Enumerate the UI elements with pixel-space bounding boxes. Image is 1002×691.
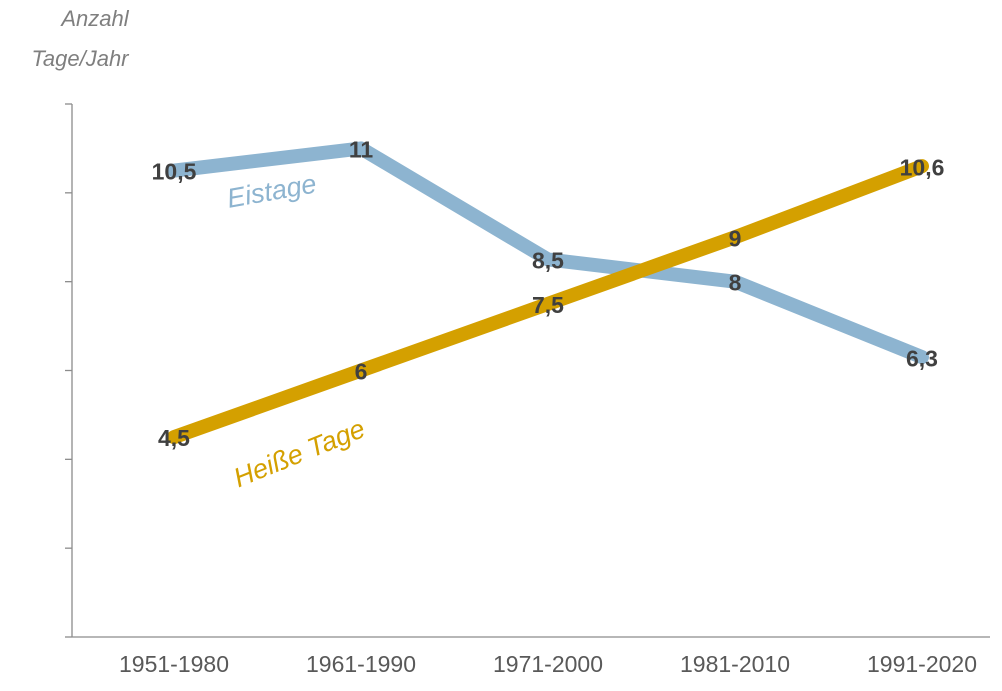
x-tick-label: 1961-1990	[306, 651, 416, 677]
series-line	[167, 141, 929, 365]
series-name: Eistage	[225, 169, 319, 214]
data-label: 6,3	[906, 345, 938, 371]
x-tick-label: 1991-2020	[867, 651, 977, 677]
x-tick-label: 1971-2000	[493, 651, 603, 677]
data-label: 9	[729, 225, 742, 251]
data-label: 11	[349, 136, 374, 162]
data-label: 6	[355, 359, 368, 385]
x-tick-label: 1951-1980	[119, 651, 229, 677]
data-label: 4,5	[158, 425, 190, 451]
series-name: Heiße Tage	[229, 413, 369, 493]
data-label: 8,5	[532, 248, 564, 274]
data-label: 10,5	[152, 159, 197, 185]
x-tick-label: 1981-2010	[680, 651, 790, 677]
y-axis-label: Anzahl	[59, 6, 129, 31]
y-axis-label: Tage/Jahr	[31, 46, 130, 71]
series-line	[167, 159, 929, 445]
data-label: 8	[729, 270, 742, 296]
data-label: 7,5	[532, 292, 564, 318]
data-label: 10,6	[900, 154, 945, 180]
